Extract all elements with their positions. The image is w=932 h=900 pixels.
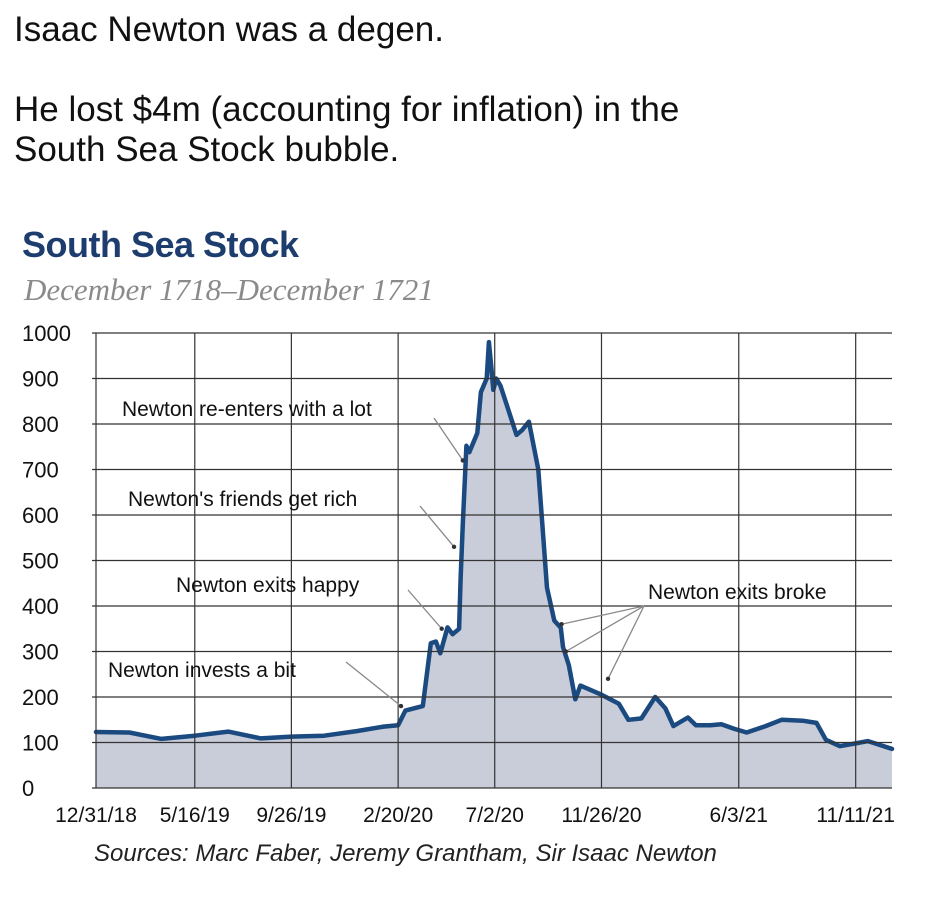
annotation-label: Newton re-enters with a lot (122, 398, 372, 421)
y-tick-label: 200 (22, 685, 59, 710)
y-tick-label: 1000 (22, 321, 71, 346)
annotation-leader (407, 589, 443, 630)
annotation-arrowhead (460, 458, 465, 463)
annotation-leader (419, 505, 455, 548)
y-tick-label: 600 (22, 503, 59, 528)
y-tick-label: 900 (22, 367, 59, 392)
annotation-leader (433, 417, 464, 461)
annotation-arrowhead (605, 676, 611, 681)
annotation-arrowhead (559, 622, 564, 627)
caption-line-2: He lost $4m (accounting for inflation) i… (14, 90, 680, 129)
annotation-leader (607, 605, 645, 680)
x-tick-label: 6/3/21 (710, 804, 768, 827)
y-tick-label: 300 (22, 640, 59, 665)
annotation-leader (561, 605, 645, 625)
price-line (93, 339, 895, 752)
annotation-arrowhead (451, 544, 457, 550)
chart-source: Sources: Marc Faber, Jeremy Grantham, Si… (94, 840, 717, 867)
annotation-label: Newton's friends get rich (128, 488, 357, 511)
y-tick-label: 500 (22, 549, 59, 574)
x-tick-label: 7/2/20 (466, 804, 524, 827)
area-layer (93, 339, 895, 788)
x-tick-label: 2/20/20 (363, 804, 433, 827)
caption-line-3: South Sea Stock bubble. (14, 130, 400, 169)
y-tick-label: 0 (22, 776, 34, 801)
x-tick-label: 11/11/21 (816, 804, 895, 827)
y-tick-label: 800 (22, 412, 59, 437)
annotation-arrowhead (398, 703, 404, 709)
annotation-layer: Newton invests a bit Newton exits happy Ne… (108, 398, 827, 709)
y-tick-label: 400 (22, 594, 59, 619)
x-tick-label: 9/26/19 (256, 804, 326, 827)
post-caption: Isaac Newton was a degen. He lost $4m (a… (14, 10, 914, 170)
x-tick-label: 5/16/19 (160, 804, 230, 827)
annotation-label: Newton exits happy (176, 574, 360, 597)
price-area-fill (96, 342, 892, 788)
x-tick-label: 12/31/18 (55, 804, 137, 827)
annotation-label: Newton invests a bit (108, 659, 296, 682)
annotation-label: Newton exits broke (648, 581, 827, 604)
annotation-leader (345, 661, 402, 707)
chart-title: South Sea Stock (22, 224, 299, 265)
annotation-arrowhead (439, 626, 444, 631)
annotation-arrowhead (563, 649, 569, 654)
y-tick-label: 100 (22, 731, 59, 756)
x-tick-label: 11/26/20 (561, 804, 641, 827)
y-tick-label: 700 (22, 458, 59, 483)
annotation-leader (565, 605, 645, 653)
caption-line-1: Isaac Newton was a degen. (14, 10, 444, 49)
axis-layer: 0 100 200 300 400 500 600 700 800 900 1000 12/31/18… (22, 321, 895, 827)
grid-layer (92, 332, 892, 789)
chart-subtitle: December 1718–December 1721 (24, 272, 434, 307)
